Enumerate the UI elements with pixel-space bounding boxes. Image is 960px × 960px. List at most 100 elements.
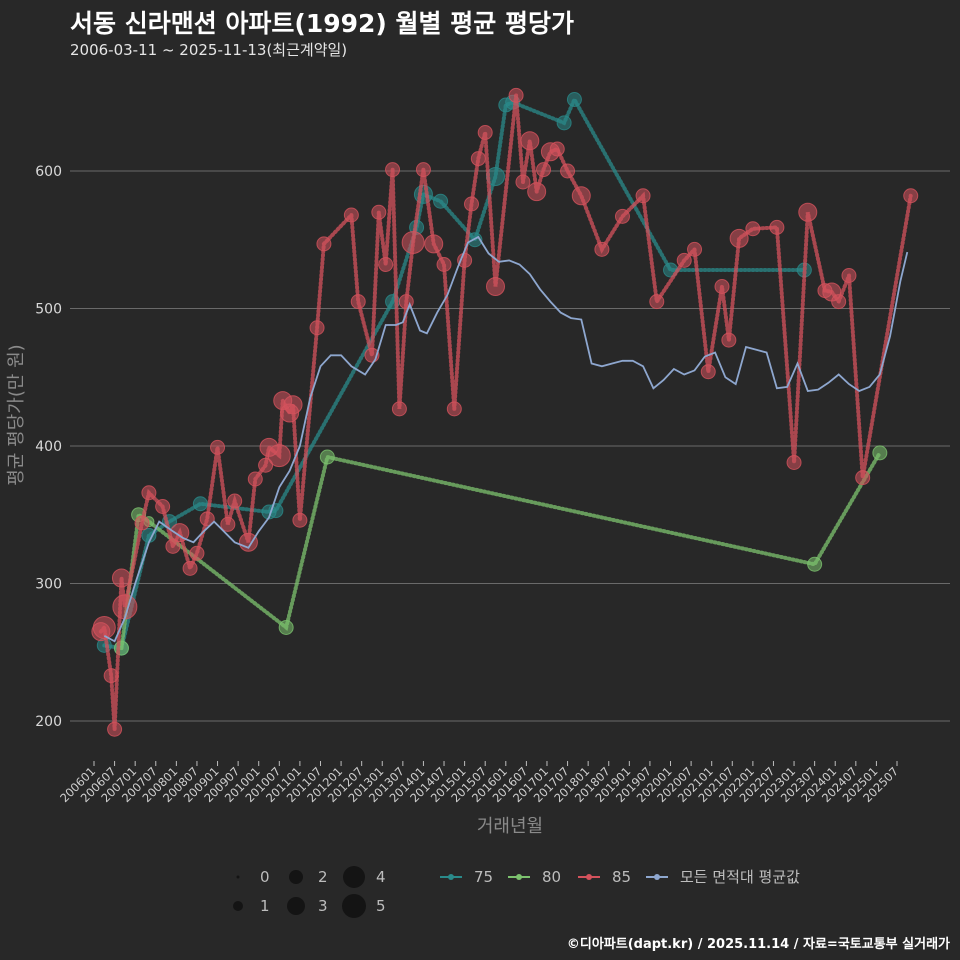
data-point-85 <box>560 163 576 179</box>
data-point-85 <box>649 294 665 310</box>
data-point-85 <box>687 241 703 257</box>
data-point-85 <box>107 721 123 737</box>
size-legend-marker <box>287 897 305 915</box>
data-point-85 <box>855 470 871 486</box>
y-tick-label: 600 <box>35 164 62 180</box>
x-axis-title: 거래년월 <box>477 816 543 837</box>
legend-key-dot <box>586 874 592 880</box>
y-tick-label: 400 <box>35 439 62 455</box>
data-point-85 <box>182 560 198 576</box>
data-point-85 <box>786 455 802 470</box>
data-point-85 <box>111 568 131 588</box>
data-point-85 <box>258 457 274 473</box>
data-point-85 <box>594 241 610 257</box>
data-point-85 <box>635 188 651 204</box>
data-point-85 <box>549 141 565 157</box>
series-line-85 <box>98 95 913 730</box>
data-point-85 <box>371 204 387 220</box>
data-point-80 <box>278 620 294 635</box>
data-point-85 <box>155 499 171 514</box>
data-point-85 <box>378 257 394 272</box>
size-legend-marker <box>342 894 366 918</box>
data-point-85 <box>220 516 236 532</box>
data-point-75 <box>486 167 505 186</box>
data-point-85 <box>714 279 730 294</box>
data-point-85 <box>170 523 190 543</box>
data-point-85 <box>446 401 462 417</box>
data-point-85 <box>486 277 505 296</box>
data-point-85 <box>247 471 263 487</box>
y-tick-label: 500 <box>35 302 62 318</box>
data-point-80 <box>807 556 823 572</box>
data-point-85 <box>134 515 150 531</box>
data-point-85 <box>721 332 737 348</box>
data-point-85 <box>316 236 332 252</box>
data-point-85 <box>463 196 479 212</box>
legend-key-dot <box>448 874 454 880</box>
size-legend-marker <box>236 875 240 879</box>
data-point-75 <box>556 115 572 131</box>
data-point-85 <box>227 493 243 509</box>
y-tick-label: 200 <box>35 714 62 730</box>
y-tick-label: 300 <box>35 577 62 593</box>
data-point-85 <box>309 320 325 336</box>
data-point-85 <box>165 538 181 554</box>
data-point-85 <box>831 294 847 310</box>
legend-key-dot <box>516 874 522 880</box>
data-point-85 <box>141 485 157 501</box>
data-point-85 <box>385 162 401 178</box>
series-line-80 <box>119 450 882 651</box>
legend-label: 85 <box>612 868 631 886</box>
data-point-85 <box>343 207 359 223</box>
size-legend-label: 4 <box>376 868 386 886</box>
data-point-80 <box>872 445 888 461</box>
chart-title: 서동 신라맨션 아파트(1992) 월별 평균 평당가 <box>70 9 574 38</box>
data-point-85 <box>614 208 630 224</box>
size-legend-label: 1 <box>260 897 270 915</box>
data-point-85 <box>283 395 303 415</box>
data-point-85 <box>745 221 761 237</box>
data-point-75 <box>192 496 208 512</box>
size-legend-marker <box>233 901 243 911</box>
legend-label: 75 <box>474 868 493 886</box>
legend-key-dot <box>654 874 660 880</box>
data-point-85 <box>350 294 366 310</box>
data-point-85 <box>92 616 116 639</box>
data-point-85 <box>700 364 716 380</box>
data-point-85 <box>292 512 308 528</box>
data-point-85 <box>436 257 452 272</box>
size-legend-label: 0 <box>260 868 270 886</box>
data-point-85 <box>470 151 486 167</box>
data-point-85 <box>199 511 215 527</box>
data-point-85 <box>401 231 425 254</box>
data-point-85 <box>477 125 493 140</box>
size-legend-marker <box>289 870 303 884</box>
data-point-85 <box>267 444 291 468</box>
chart-subtitle: 2006-03-11 ~ 2025-11-13(최근계약일) <box>70 41 348 59</box>
data-point-85 <box>571 186 591 206</box>
size-legend-label: 2 <box>318 868 328 886</box>
data-point-85 <box>103 668 119 684</box>
legend-label: 80 <box>542 868 561 886</box>
data-point-85 <box>798 202 818 222</box>
data-point-85 <box>391 401 407 417</box>
data-point-85 <box>729 228 749 248</box>
data-point-85 <box>210 439 226 455</box>
data-point-80 <box>319 449 335 465</box>
data-point-85 <box>415 162 431 178</box>
data-point-85 <box>676 252 692 268</box>
source-caption: ©디아파트(dapt.kr) / 2025.11.14 / 자료=국토교통부 실… <box>566 937 950 952</box>
size-legend-label: 5 <box>376 897 386 915</box>
y-axis-title: 평균 평당가(만 원) <box>6 344 27 485</box>
data-point-85 <box>769 219 785 235</box>
data-point-85 <box>536 162 552 178</box>
size-legend-label: 3 <box>318 897 328 915</box>
data-point-85 <box>520 131 540 151</box>
data-point-85 <box>841 268 857 283</box>
legend-label: 모든 면적대 평균값 <box>680 868 800 886</box>
data-point-85 <box>515 174 531 190</box>
data-point-85 <box>508 87 524 103</box>
data-point-75 <box>566 92 582 107</box>
data-point-75 <box>433 193 449 209</box>
